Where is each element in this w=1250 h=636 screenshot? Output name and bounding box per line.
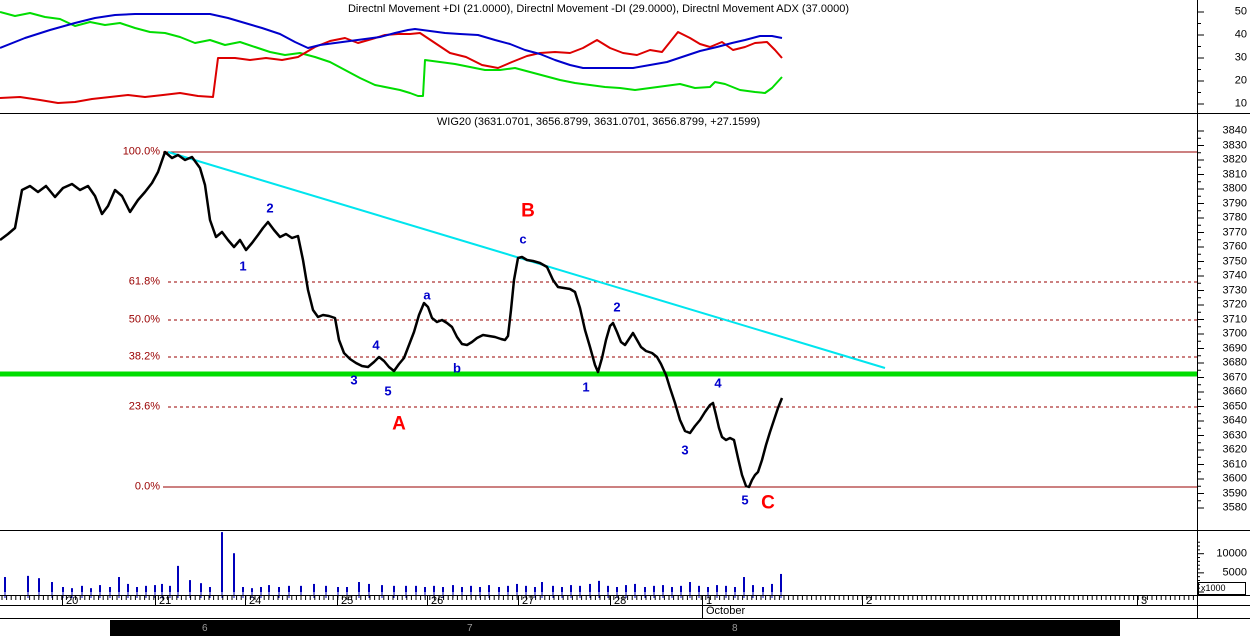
fib-label: 38.2% bbox=[128, 350, 160, 363]
date-label: 27 bbox=[522, 595, 535, 607]
date-label: 1 bbox=[706, 595, 713, 607]
price-panel-title: WIG20 (3631.0701, 3656.8799, 3631.0701, … bbox=[436, 116, 761, 128]
price-ytick: 3810 bbox=[1222, 168, 1247, 180]
wave-label: C bbox=[761, 492, 775, 514]
price-ytick: 3700 bbox=[1222, 327, 1247, 340]
date-label: 24 bbox=[249, 595, 262, 607]
volume-ytick: 10000 bbox=[1216, 547, 1247, 560]
indicator-ytick: 40 bbox=[1234, 28, 1247, 41]
wave-label: 2 bbox=[613, 299, 621, 315]
wave-label: A bbox=[392, 413, 406, 435]
fib-label: 61.8% bbox=[128, 275, 160, 288]
wave-label: 1 bbox=[239, 258, 247, 274]
price-ytick: 3760 bbox=[1222, 240, 1247, 253]
price-ytick: 3610 bbox=[1222, 458, 1247, 470]
price-ytick: 3590 bbox=[1222, 487, 1247, 499]
wave-label: 1 bbox=[582, 379, 590, 395]
date-label: 2 bbox=[866, 595, 873, 607]
wave-label: c bbox=[519, 231, 527, 247]
price-ytick: 3840 bbox=[1222, 124, 1247, 137]
taskbar-digit: 7 bbox=[467, 623, 473, 634]
price-ytick: 3660 bbox=[1222, 385, 1247, 398]
date-label: 25 bbox=[341, 595, 354, 607]
price-ytick: 3580 bbox=[1222, 501, 1247, 514]
taskbar: 6 7 8 bbox=[110, 620, 1120, 636]
fib-label: 0.0% bbox=[134, 480, 160, 493]
wave-label: b bbox=[453, 360, 461, 376]
price-ytick: 3770 bbox=[1222, 226, 1247, 238]
date-label: 28 bbox=[614, 595, 627, 607]
wave-label: a bbox=[423, 287, 431, 303]
price-ytick: 3670 bbox=[1222, 371, 1247, 383]
price-ytick: 3720 bbox=[1222, 298, 1247, 311]
price-ytick: 3620 bbox=[1222, 443, 1247, 456]
fib-label: 23.6% bbox=[128, 400, 160, 413]
price-ytick: 3740 bbox=[1222, 269, 1247, 282]
indicator-ytick: 10 bbox=[1234, 97, 1247, 110]
price-ytick: 3650 bbox=[1222, 400, 1247, 412]
date-label: 21 bbox=[159, 595, 172, 607]
taskbar-digit: 6 bbox=[202, 623, 208, 634]
price-line bbox=[0, 150, 784, 489]
indicator-line bbox=[0, 13, 783, 69]
taskbar-digit: 8 bbox=[732, 623, 738, 634]
price-ytick: 3710 bbox=[1222, 313, 1247, 325]
volume-ytick: 5000 bbox=[1222, 566, 1247, 579]
price-ytick: 3780 bbox=[1222, 211, 1247, 224]
indicator-line bbox=[0, 11, 783, 97]
month-label: October bbox=[706, 605, 746, 617]
wave-label: 3 bbox=[350, 372, 358, 388]
wave-label: 2 bbox=[266, 200, 274, 216]
wave-label: 5 bbox=[741, 492, 749, 508]
wave-label: 4 bbox=[714, 375, 722, 391]
date-label: 3 bbox=[1141, 595, 1148, 607]
price-ytick: 3630 bbox=[1222, 429, 1247, 441]
price-ytick: 3690 bbox=[1222, 342, 1247, 354]
price-ytick: 3640 bbox=[1222, 414, 1247, 427]
indicator-line bbox=[0, 31, 783, 104]
price-ytick: 3730 bbox=[1222, 284, 1247, 296]
wave-label: B bbox=[521, 200, 535, 222]
price-ytick: 3680 bbox=[1222, 356, 1247, 369]
wave-label: 5 bbox=[384, 383, 392, 399]
indicator-panel-title: Directnl Movement +DI (21.0000), Directn… bbox=[347, 3, 849, 15]
wave-label: 3 bbox=[681, 442, 689, 458]
fib-label: 100.0% bbox=[122, 145, 160, 158]
wave-label: 4 bbox=[372, 337, 380, 353]
price-ytick: 3830 bbox=[1222, 139, 1247, 151]
date-label: 26 bbox=[431, 595, 444, 607]
indicator-ytick: 20 bbox=[1234, 74, 1247, 87]
price-ytick: 3750 bbox=[1222, 255, 1247, 267]
volume-multiplier-label: x1000 bbox=[1198, 582, 1246, 595]
indicator-ytick: 30 bbox=[1234, 51, 1247, 64]
price-ytick: 3600 bbox=[1222, 472, 1247, 485]
indicator-ytick: 50 bbox=[1234, 5, 1247, 18]
price-ytick: 3800 bbox=[1222, 182, 1247, 195]
fib-label: 50.0% bbox=[128, 313, 160, 326]
price-ytick: 3820 bbox=[1222, 153, 1247, 166]
price-ytick: 3790 bbox=[1222, 197, 1247, 209]
date-label: 20 bbox=[66, 595, 79, 607]
